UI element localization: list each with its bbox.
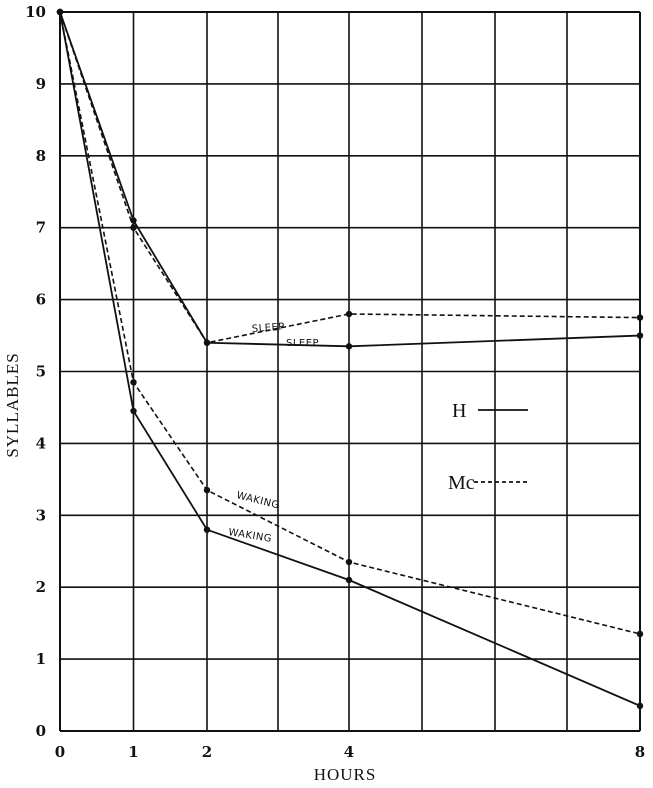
data-point — [130, 407, 137, 415]
data-point — [636, 630, 644, 638]
series-line — [59, 11, 641, 348]
grid — [59, 11, 641, 732]
data-point — [345, 343, 353, 350]
series-line — [59, 11, 641, 344]
y-tick-label: 7 — [36, 219, 46, 237]
data-point — [130, 224, 137, 231]
data-point — [130, 379, 137, 386]
series-line — [59, 11, 641, 635]
x-tick-label: 2 — [202, 743, 212, 761]
data-point — [636, 702, 644, 710]
legend-label: Mc — [448, 472, 475, 494]
y-tick-label: 6 — [36, 291, 46, 309]
y-tick-label: 9 — [36, 75, 46, 93]
x-tick-label: 4 — [344, 743, 354, 761]
series-line — [59, 11, 641, 707]
legend: H Mc — [448, 400, 528, 494]
y-tick-label: 5 — [36, 363, 46, 381]
x-axis-label: HOURS — [314, 765, 377, 784]
data-point — [203, 339, 211, 346]
series-lines — [56, 8, 644, 710]
x-tick-label: 1 — [128, 743, 138, 761]
x-tick-label: 8 — [635, 743, 645, 761]
data-point — [203, 526, 211, 533]
y-tick-label: 4 — [36, 434, 46, 452]
data-point — [345, 576, 353, 584]
data-point — [636, 314, 644, 321]
curve-label: SLEEP — [251, 322, 285, 335]
legend-label: H — [452, 400, 466, 422]
tick-labels: 0 1 2 4 8 0 1 2 3 4 5 6 7 8 9 10 — [25, 3, 645, 761]
data-point — [56, 8, 64, 16]
y-tick-label: 8 — [36, 147, 46, 165]
y-tick-label: 3 — [36, 506, 46, 524]
data-point — [130, 217, 137, 224]
y-tick-label: 2 — [36, 578, 46, 596]
x-tick-label: 0 — [55, 743, 65, 761]
data-point — [345, 558, 353, 566]
data-point — [203, 486, 211, 494]
curve-label: WAKING — [228, 527, 273, 545]
y-axis-label: SYLLABLES — [3, 352, 22, 457]
curve-label: SLEEP — [286, 338, 319, 349]
data-point — [636, 332, 644, 339]
y-tick-label: 10 — [25, 3, 46, 21]
y-tick-label: 0 — [36, 722, 46, 740]
y-tick-label: 1 — [36, 650, 46, 668]
data-point — [345, 310, 353, 318]
